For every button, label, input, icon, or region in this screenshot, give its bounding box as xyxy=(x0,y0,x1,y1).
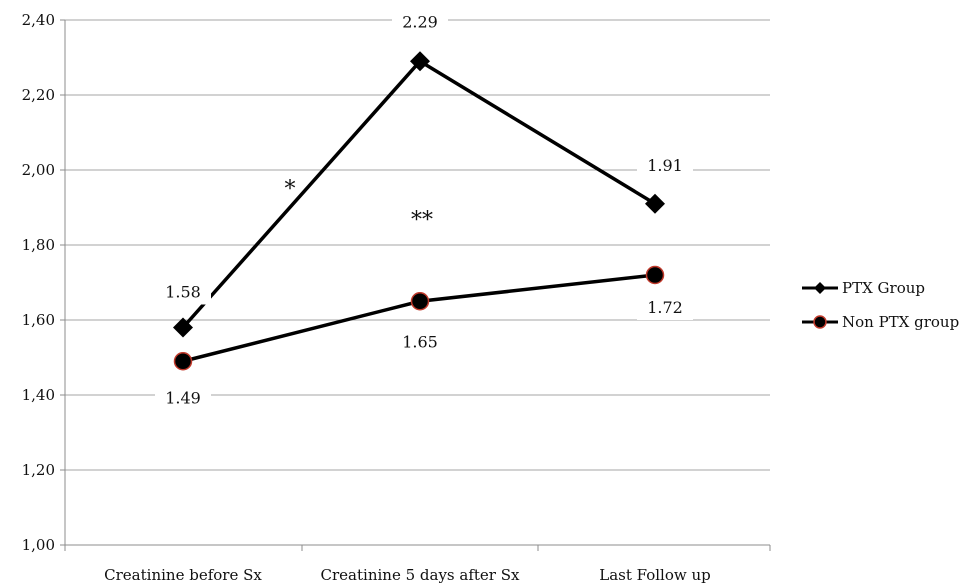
y-tick-label: 1,40 xyxy=(22,386,55,404)
non-ptx-point xyxy=(645,265,665,285)
legend: PTX Group Non PTX group xyxy=(802,279,959,331)
y-tick-label: 1,20 xyxy=(22,461,55,479)
y-tick-label: 1,80 xyxy=(22,236,55,254)
legend-diamond-marker xyxy=(814,282,826,294)
non-ptx-point xyxy=(410,292,430,311)
data-label-bg xyxy=(155,280,211,305)
y-tick-label: 1,60 xyxy=(22,311,55,329)
x-category-label: Creatinine before Sx xyxy=(104,566,262,584)
data-label-bg xyxy=(155,386,211,411)
annotations: *** xyxy=(285,177,434,233)
data-label: 1.65 xyxy=(402,332,438,351)
legend-label: Non PTX group xyxy=(842,313,959,331)
data-label-bg xyxy=(637,296,693,320)
data-label: 1.91 xyxy=(647,156,683,175)
significance-marker-double: ** xyxy=(411,208,433,233)
data-label-bg xyxy=(392,10,448,35)
ptx-point xyxy=(410,51,430,72)
y-tick-label: 1,00 xyxy=(22,536,55,554)
significance-marker-single: * xyxy=(285,177,296,202)
y-tick-label: 2,40 xyxy=(22,11,55,29)
series-line-ptx xyxy=(181,58,656,329)
series-lines xyxy=(173,51,665,371)
data-label: 1.72 xyxy=(647,298,683,317)
data-label: 1.49 xyxy=(165,388,201,407)
ptx-point xyxy=(173,317,193,338)
x-axis: Creatinine before Sx Creatinine 5 days af… xyxy=(64,544,771,584)
data-labels: 1.58 2.29 1.91 1.49 1.65 1.72 xyxy=(155,10,693,411)
y-tick-label: 2,20 xyxy=(22,86,55,104)
x-category-label: Creatinine 5 days after Sx xyxy=(321,566,520,584)
data-label-bg xyxy=(637,153,693,178)
non-ptx-point xyxy=(173,352,193,371)
data-label: 2.29 xyxy=(402,12,438,31)
legend-label: PTX Group xyxy=(842,279,925,297)
ptx-point xyxy=(645,193,665,214)
y-axis: 1,00 1,20 1,40 1,60 1,80 2,00 2,20 2,40 xyxy=(22,11,66,554)
data-label: 1.58 xyxy=(165,283,201,302)
data-label-bg xyxy=(392,330,448,355)
legend-circle-marker xyxy=(813,315,827,329)
y-tick-label: 2,00 xyxy=(22,161,55,179)
x-category-label: Last Follow up xyxy=(599,566,711,584)
